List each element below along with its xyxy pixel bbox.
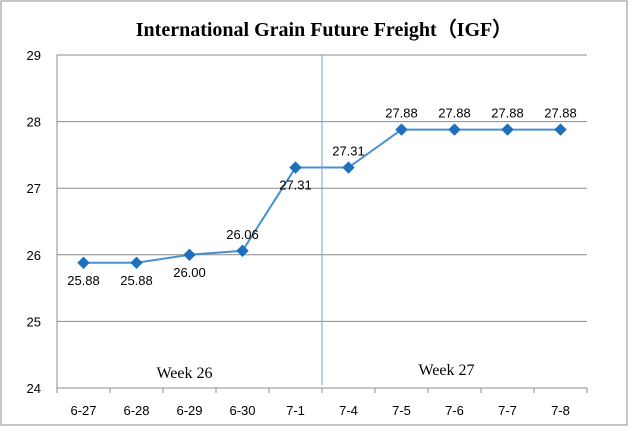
x-tick-label: 6-30 [229, 403, 255, 418]
week-26-label: Week 26 [156, 365, 212, 382]
data-label: 25.88 [120, 273, 153, 288]
y-tick-label: 26 [27, 248, 41, 263]
chart-border [0, 0, 628, 426]
data-label: 27.88 [385, 106, 418, 121]
x-tick-label: 7-5 [392, 403, 411, 418]
data-point [77, 256, 90, 269]
chart-title: International Grain Future Freight（IGF） [136, 18, 512, 41]
data-point [236, 244, 249, 258]
data-point [130, 256, 143, 269]
data-label: 27.31 [332, 144, 365, 159]
x-tick-label: 7-1 [286, 403, 305, 418]
data-point [554, 123, 567, 136]
x-tick-label: 6-29 [176, 403, 202, 418]
data-point [183, 248, 196, 262]
y-tick-label: 29 [27, 48, 41, 63]
x-tick-label: 6-28 [123, 403, 149, 418]
x-tick-label: 7-7 [498, 403, 517, 418]
data-labels: 25.88 25.88 26.00 26.06 27.31 27.31 27.88 27.88… [67, 106, 577, 288]
data-point [395, 123, 408, 136]
data-label: 27.88 [544, 106, 577, 121]
x-tick-label: 7-8 [551, 403, 570, 418]
week-27-label: Week 27 [418, 362, 474, 379]
y-tick-label: 28 [27, 115, 41, 130]
axes: 24 25 26 27 28 29 6-27 6-28 6-29 6-30 7-1 7-4 7-5 7-6… [27, 48, 588, 418]
data-point [448, 123, 461, 136]
data-label: 26.00 [173, 265, 206, 280]
data-label: 27.31 [279, 178, 312, 193]
x-tick-label: 7-4 [339, 403, 358, 418]
x-tick-label: 7-6 [445, 403, 464, 418]
data-point [501, 123, 514, 136]
data-label: 26.06 [226, 227, 259, 242]
data-point [289, 161, 302, 174]
x-tick-label: 6-27 [70, 403, 96, 418]
data-label: 27.88 [438, 106, 471, 121]
y-tick-label: 25 [27, 314, 41, 329]
y-tick-label: 27 [27, 181, 41, 196]
data-label: 27.88 [491, 106, 524, 121]
data-point [342, 161, 355, 174]
y-tick-label: 24 [27, 381, 41, 396]
data-label: 25.88 [67, 273, 100, 288]
